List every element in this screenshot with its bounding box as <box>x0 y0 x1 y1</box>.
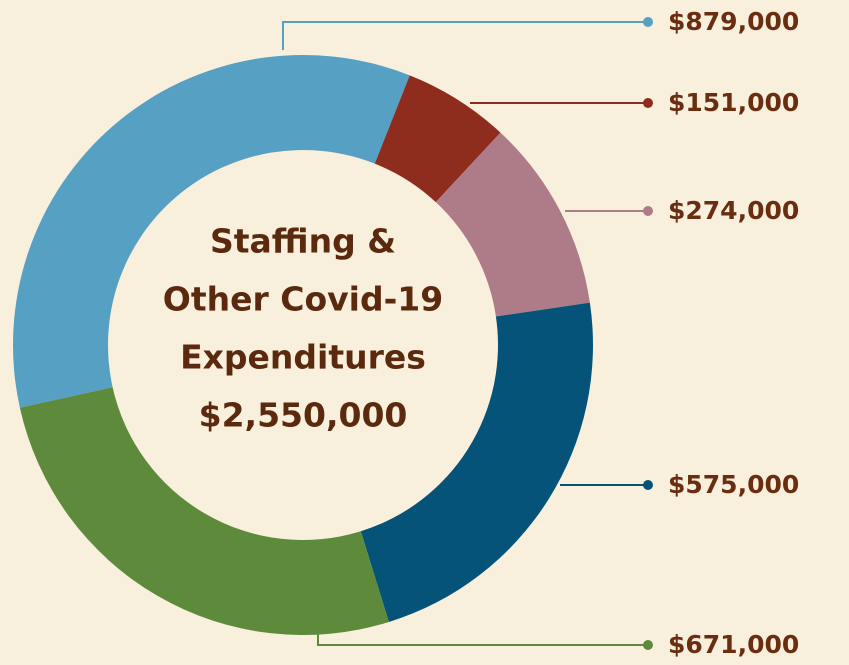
center-label: Staffing & <box>210 222 396 261</box>
donut-segment <box>19 387 389 635</box>
value-label: $151,000 <box>668 88 799 117</box>
value-label: $879,000 <box>668 7 799 36</box>
center-label: Expenditures <box>180 338 426 377</box>
leader-line <box>282 21 648 50</box>
value-label: $575,000 <box>668 470 799 499</box>
leader-dot <box>643 98 653 108</box>
donut-segment <box>435 132 590 317</box>
value-label: $274,000 <box>668 196 799 225</box>
leader-line <box>317 628 648 646</box>
leader-dot <box>643 206 653 216</box>
leader-dot <box>643 480 653 490</box>
center-label: Other Covid-19 <box>163 280 443 319</box>
donut-segment <box>374 75 501 203</box>
leader-dot <box>643 640 653 650</box>
center-label: $2,550,000 <box>199 396 408 435</box>
donut-segment <box>360 302 594 622</box>
donut-segment <box>13 54 410 408</box>
leader-dot <box>643 17 653 27</box>
value-label: $671,000 <box>668 630 799 659</box>
